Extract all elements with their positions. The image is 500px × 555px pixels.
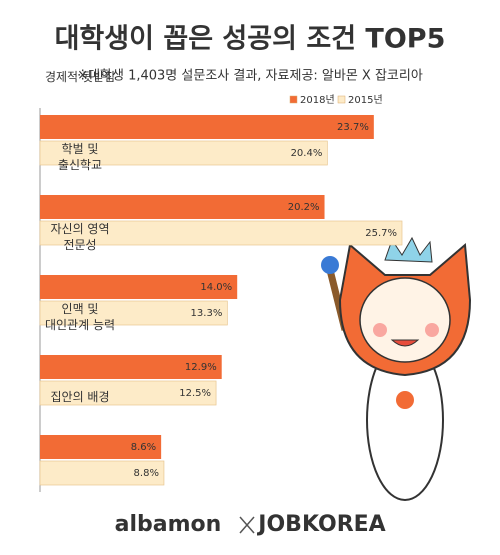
bar bbox=[39, 140, 328, 166]
value-label: 8.8% bbox=[134, 468, 159, 479]
value-label: 12.5% bbox=[179, 388, 211, 399]
bar bbox=[40, 275, 238, 299]
bar bbox=[39, 220, 403, 246]
footer: albamon JOBKOREA bbox=[115, 512, 386, 537]
footer-right-logo: JOBKOREA bbox=[256, 512, 385, 537]
value-label: 12.9% bbox=[185, 362, 217, 373]
bar bbox=[39, 300, 228, 326]
category-label: 인맥 및 대인관계 능력 bbox=[45, 302, 115, 332]
category-label: 집안의 배경 bbox=[50, 390, 109, 404]
value-label: 14.0% bbox=[200, 282, 232, 293]
bar bbox=[40, 115, 374, 139]
value-label: 23.7% bbox=[337, 122, 369, 133]
legend-label: 2018년 bbox=[300, 94, 335, 106]
value-label: 20.2% bbox=[288, 202, 320, 213]
chart-subtitle: ※대학생 1,403명 설문조사 결과, 자료제공: 알바몬 X 잡코리아 bbox=[77, 69, 423, 84]
category-label: 경제적 뒷받침 bbox=[45, 70, 115, 84]
bar bbox=[40, 355, 222, 379]
bar bbox=[39, 380, 217, 406]
bar bbox=[40, 435, 162, 459]
footer-left-logo: albamon bbox=[115, 512, 222, 537]
bar bbox=[40, 195, 325, 219]
character bbox=[321, 236, 472, 501]
category-label: 자신의 영역 전문성 bbox=[50, 222, 109, 252]
chart-title: 대학생이 꼽은 성공의 조건 TOP5 bbox=[55, 24, 446, 55]
category-label: 학벌 및 출신학교 bbox=[58, 142, 102, 172]
value-label: 25.7% bbox=[365, 228, 397, 239]
value-label: 8.6% bbox=[131, 442, 156, 453]
legend-swatch bbox=[289, 95, 298, 104]
legend-swatch bbox=[337, 95, 346, 104]
value-label: 13.3% bbox=[191, 308, 223, 319]
bar bbox=[39, 460, 165, 486]
legend-label: 2015년 bbox=[348, 94, 383, 106]
value-label: 20.4% bbox=[291, 148, 323, 159]
